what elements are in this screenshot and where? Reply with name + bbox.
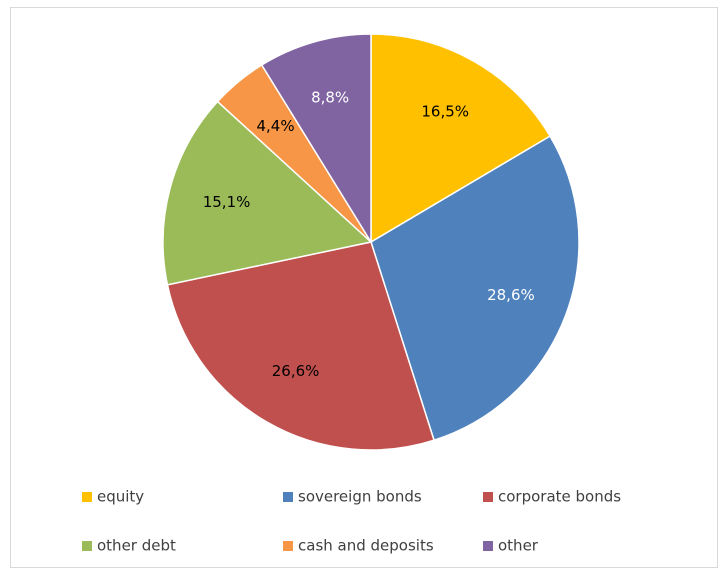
legend-swatch xyxy=(483,492,493,502)
legend-swatch xyxy=(283,541,293,551)
data-label: 8,8% xyxy=(311,88,349,106)
legend-label: other xyxy=(498,537,539,555)
pie-slice xyxy=(260,33,372,245)
legend-swatch xyxy=(82,492,92,502)
pie-slice xyxy=(370,135,580,442)
legend-swatch xyxy=(82,541,92,551)
data-label: 15,1% xyxy=(203,193,251,211)
data-label: 26,6% xyxy=(272,362,320,380)
pie-slice xyxy=(166,241,435,451)
data-label: 4,4% xyxy=(256,117,294,135)
legend-swatch xyxy=(483,541,493,551)
data-label: 28,6% xyxy=(487,286,535,304)
legend-label: sovereign bonds xyxy=(298,488,422,506)
legend-label: other debt xyxy=(97,537,176,555)
legend-label: equity xyxy=(97,488,144,506)
legend-label: corporate bonds xyxy=(498,488,621,506)
legend-label: cash and deposits xyxy=(298,537,434,555)
legend-swatch xyxy=(283,492,293,502)
pie-slice xyxy=(370,33,552,244)
pie-slice xyxy=(162,100,373,286)
data-label: 16,5% xyxy=(421,102,469,120)
